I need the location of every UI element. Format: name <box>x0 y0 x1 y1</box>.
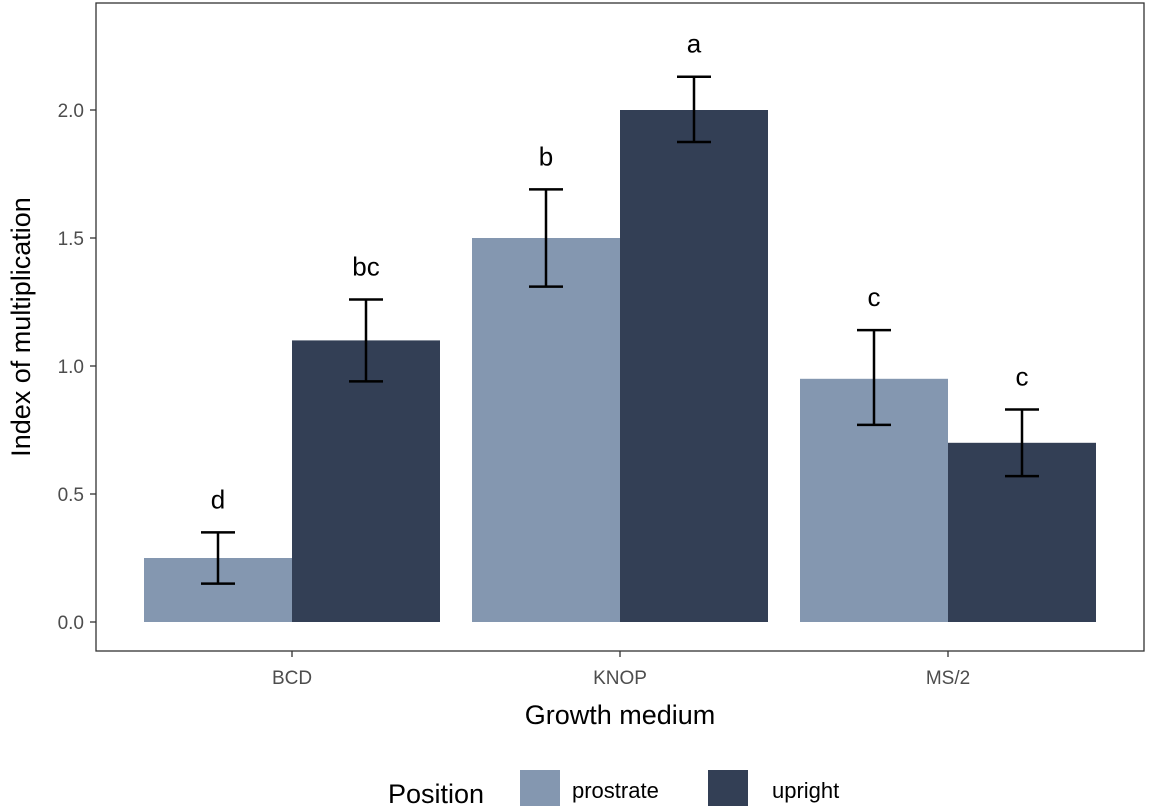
x-tick-label: MS/2 <box>926 668 970 689</box>
significance-letter: d <box>211 484 225 514</box>
y-tick-label: 0.5 <box>58 485 84 506</box>
x-tick-label: BCD <box>272 668 312 689</box>
y-tick-label: 0.0 <box>58 613 84 634</box>
legend-label-prostrate: prostrate <box>572 778 659 803</box>
bar-prostrate-KNOP <box>472 238 620 622</box>
significance-letter: b <box>539 141 553 171</box>
bar-upright-BCD <box>292 340 440 622</box>
y-tick-label: 1.5 <box>58 229 84 250</box>
y-tick-label: 1.0 <box>58 357 84 378</box>
legend-label-upright: upright <box>772 778 839 803</box>
y-tick-label: 2.0 <box>58 101 84 122</box>
legend-title: Position <box>388 779 484 809</box>
y-axis-title: Index of multiplication <box>6 197 36 457</box>
legend-key-upright <box>708 770 748 806</box>
significance-letter: c <box>868 282 881 312</box>
x-axis-title: Growth medium <box>525 700 716 730</box>
legend-key-prostrate <box>520 770 560 806</box>
bar-upright-KNOP <box>620 110 768 622</box>
significance-letter: c <box>1016 362 1029 392</box>
significance-letter: a <box>687 29 702 59</box>
significance-letter: bc <box>352 251 379 281</box>
x-tick-label: KNOP <box>593 668 647 689</box>
